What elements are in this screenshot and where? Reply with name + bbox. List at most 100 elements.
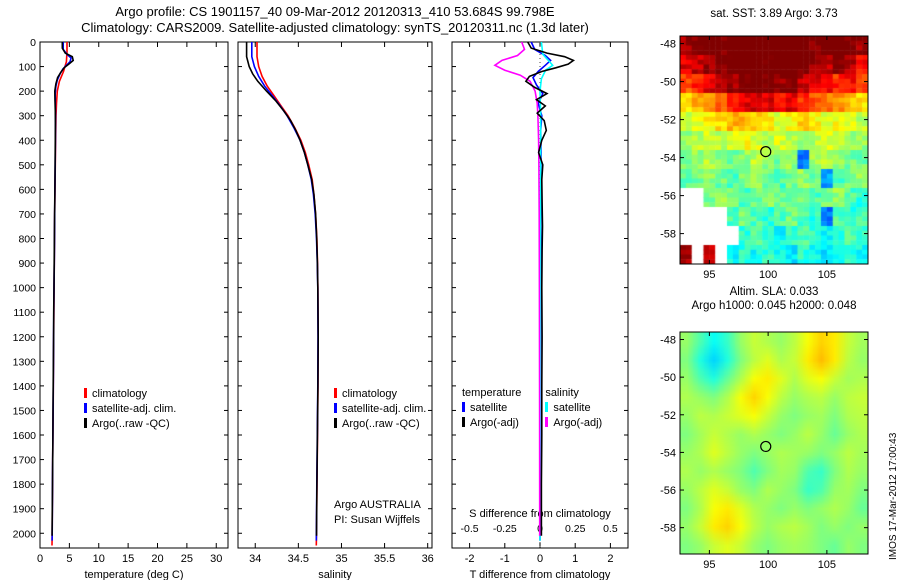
svg-text:95: 95	[703, 269, 715, 281]
svg-text:-56: -56	[660, 485, 676, 497]
legend-entry: Argo(-adj)	[462, 416, 521, 431]
difference-legend: temperature satellite Argo(-adj) salinit…	[462, 386, 602, 431]
svg-text:1200: 1200	[13, 332, 37, 344]
svg-text:2000: 2000	[13, 528, 37, 540]
svg-text:1500: 1500	[13, 405, 37, 417]
sst-map-image	[680, 36, 868, 264]
argo-australia-label: Argo AUSTRALIA	[334, 499, 421, 511]
legend-color-mark	[334, 388, 337, 398]
svg-text:34: 34	[249, 553, 261, 565]
legend-color-mark	[334, 403, 337, 413]
svg-text:-48: -48	[660, 335, 676, 347]
legend-entry: satellite-adj. clim.	[334, 402, 426, 417]
svg-text:25: 25	[181, 553, 193, 565]
difference-legend-temp-header: temperature	[462, 387, 522, 399]
svg-text:1000: 1000	[13, 283, 37, 295]
legend-color-mark	[334, 418, 337, 428]
difference-legend-sal-header: salinity	[545, 387, 579, 399]
svg-text:0: 0	[537, 553, 543, 565]
legend-entry-label: Argo(..raw -QC)	[342, 418, 420, 430]
svg-text:0.25: 0.25	[565, 523, 586, 535]
svg-text:100: 100	[18, 62, 36, 74]
svg-text:1700: 1700	[13, 455, 37, 467]
svg-text:1300: 1300	[13, 356, 37, 368]
svg-text:-1: -1	[500, 553, 510, 565]
svg-text:100: 100	[759, 269, 777, 281]
svg-text:1100: 1100	[13, 307, 36, 319]
svg-text:-50: -50	[660, 77, 676, 89]
sla-map-title-line2: Argo h1000: 0.045 h2000: 0.048	[691, 300, 857, 312]
svg-text:30: 30	[210, 553, 222, 565]
svg-text:800: 800	[18, 234, 36, 246]
legend-entry: satellite	[545, 401, 602, 416]
legend-entry-label: Argo(-adj)	[553, 417, 603, 429]
svg-text:700: 700	[18, 209, 36, 221]
svg-text:1600: 1600	[13, 430, 37, 442]
sst-map-title: sat. SST: 3.89 Argo: 3.73	[710, 8, 838, 20]
legend-entry-label: satellite-adj. clim.	[92, 403, 177, 415]
svg-text:105: 105	[818, 559, 836, 571]
legend-entry: satellite-adj. clim.	[84, 402, 176, 417]
svg-text:-58: -58	[660, 229, 676, 241]
svg-text:5: 5	[66, 553, 72, 565]
legend-entry: Argo(-adj)	[545, 416, 602, 431]
legend-entry: Argo(..raw -QC)	[84, 417, 176, 432]
sla-map-title-line1: Altim. SLA: 0.033	[729, 286, 819, 298]
figure-title-line2: Climatology: CARS2009. Satellite-adjuste…	[81, 20, 589, 35]
svg-text:95: 95	[703, 559, 715, 571]
svg-text:35: 35	[335, 553, 347, 565]
svg-text:300: 300	[18, 111, 36, 123]
svg-text:200: 200	[18, 86, 36, 98]
svg-text:1400: 1400	[13, 381, 37, 393]
legend-entry-label: satellite	[553, 402, 591, 414]
legend-color-mark	[84, 403, 87, 413]
svg-text:0.5: 0.5	[603, 523, 618, 535]
svg-text:-58: -58	[660, 523, 676, 535]
legend-entry: Argo(..raw -QC)	[334, 417, 426, 432]
svg-text:-48: -48	[660, 39, 676, 51]
svg-text:-50: -50	[660, 372, 676, 384]
legend-entry-label: satellite-adj. clim.	[342, 403, 427, 415]
legend-entry-label: climatology	[342, 388, 398, 400]
legend-entry-label: Argo(-adj)	[470, 417, 519, 429]
svg-text:1800: 1800	[13, 479, 37, 491]
svg-text:900: 900	[18, 258, 36, 270]
svg-text:T difference from climatology: T difference from climatology	[470, 569, 611, 580]
svg-text:105: 105	[818, 269, 836, 281]
svg-text:15: 15	[122, 553, 134, 565]
svg-text:-56: -56	[660, 191, 676, 203]
difference-legend-salinity-column: salinity satellite Argo(-adj)	[545, 386, 602, 431]
svg-text:0: 0	[37, 553, 43, 565]
argo-program-annotation: Argo AUSTRALIA PI: Susan Wijffels	[334, 498, 421, 528]
svg-text:0: 0	[30, 37, 36, 49]
legend-entry: satellite	[462, 401, 521, 416]
difference-legend-temperature-column: temperature satellite Argo(-adj)	[462, 386, 521, 431]
svg-text:34.5: 34.5	[288, 553, 309, 565]
svg-text:-54: -54	[660, 447, 676, 459]
legend-entry: climatology	[334, 387, 426, 402]
legend-entry: climatology	[84, 387, 176, 402]
legend-color-mark	[545, 417, 549, 427]
svg-text:2: 2	[607, 553, 613, 565]
salinity-legend: climatology satellite-adj. clim. Argo(..…	[334, 387, 426, 432]
svg-text:100: 100	[759, 559, 777, 571]
svg-text:400: 400	[18, 135, 36, 147]
legend-entry-label: satellite	[470, 402, 508, 414]
svg-text:600: 600	[18, 184, 36, 196]
svg-text:20: 20	[151, 553, 163, 565]
svg-text:-0.5: -0.5	[461, 523, 479, 535]
svg-text:35.5: 35.5	[374, 553, 395, 565]
legend-entry-label: climatology	[92, 388, 148, 400]
legend-color-mark	[84, 418, 87, 428]
legend-color-mark	[462, 402, 465, 412]
legend-entry-label: Argo(..raw -QC)	[92, 418, 170, 430]
svg-text:1900: 1900	[13, 504, 37, 516]
svg-text:1: 1	[572, 553, 578, 565]
sla-map-image	[680, 332, 868, 554]
svg-text:-54: -54	[660, 153, 676, 165]
svg-text:36: 36	[422, 553, 434, 565]
svg-text:salinity: salinity	[318, 569, 352, 580]
svg-text:-52: -52	[660, 410, 676, 422]
svg-text:temperature (deg C): temperature (deg C)	[84, 569, 183, 580]
svg-text:500: 500	[18, 160, 36, 172]
